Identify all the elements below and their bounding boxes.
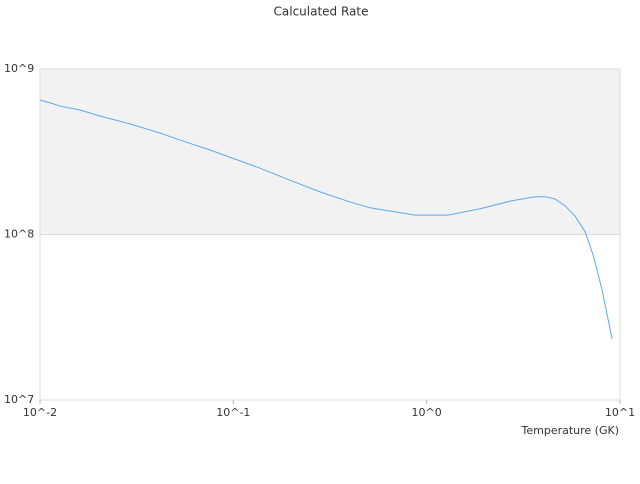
x-tick-label: 10^0 [412, 406, 442, 419]
chart-title: Calculated Rate [274, 5, 369, 19]
plot-band [40, 69, 620, 235]
y-tick-label: 10^9 [4, 62, 34, 75]
y-tick-label: 10^7 [4, 393, 34, 406]
x-tick-label: 10^-1 [216, 406, 250, 419]
data-line [39, 99, 613, 339]
y-tick-label: 10^8 [4, 228, 34, 241]
x-axis-label: Temperature (GK) [521, 424, 620, 437]
x-tick-label: 10^1 [605, 406, 635, 419]
x-tick-label: 10^-2 [23, 406, 57, 419]
